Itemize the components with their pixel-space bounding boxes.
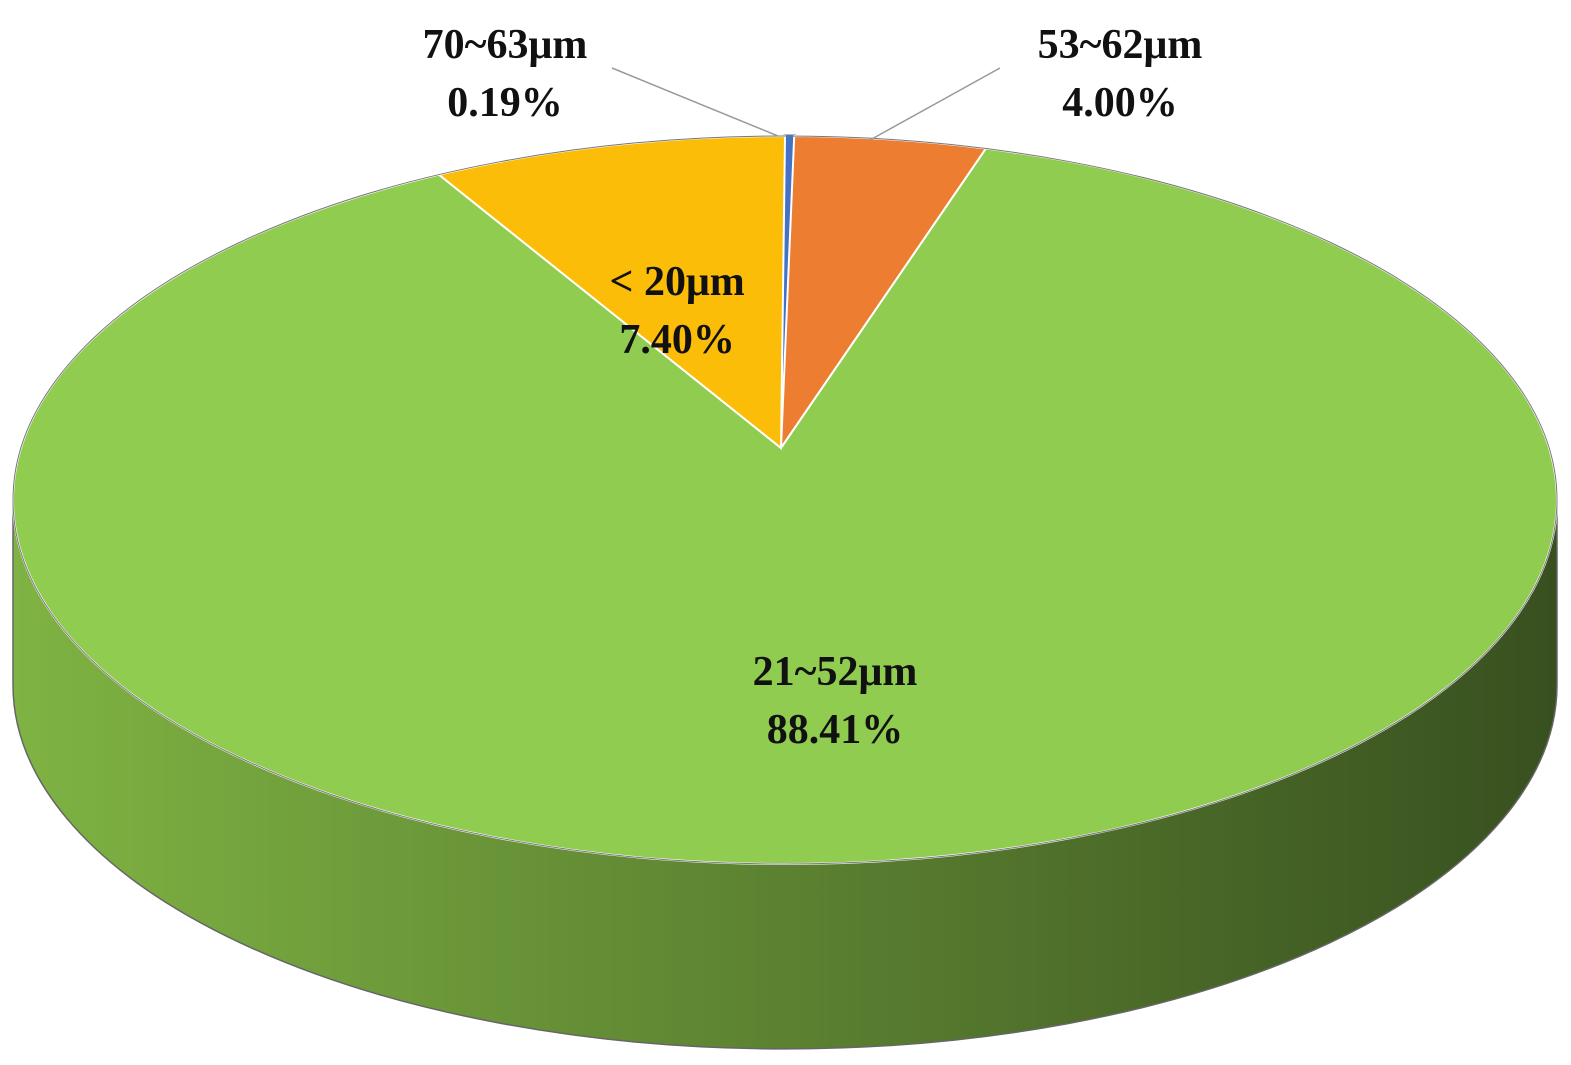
slice-value-label: 4.00%	[1062, 80, 1178, 126]
leader-line	[611, 67, 779, 137]
slice-label: 70~63μm	[423, 22, 588, 68]
slice-label: 21~52μm	[753, 649, 918, 695]
slice-label: < 20μm	[610, 259, 745, 305]
pie-top-outline	[12, 135, 1558, 865]
slice-label: 53~62μm	[1038, 22, 1203, 68]
slice-value-label: 88.41%	[767, 707, 904, 753]
leader-line	[869, 67, 1001, 141]
slice-value-label: 7.40%	[619, 317, 735, 363]
slice-value-label: 0.19%	[447, 80, 563, 126]
